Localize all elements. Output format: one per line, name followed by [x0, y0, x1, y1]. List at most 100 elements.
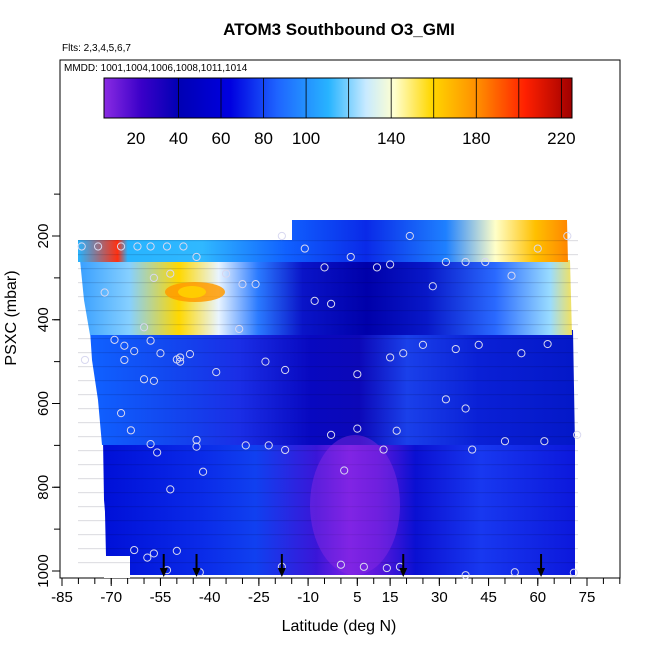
- profile-point: [80, 355, 90, 365]
- profile-arrow-head: [399, 568, 408, 577]
- profile-point: [149, 549, 158, 558]
- x-tick-label: -40: [199, 589, 221, 606]
- profile-point: [176, 353, 185, 362]
- x-tick-label: -10: [297, 589, 319, 606]
- heatmap-bands: [78, 240, 578, 564]
- profile-point: [461, 404, 470, 413]
- profile-point: [474, 340, 483, 349]
- profile-point: [310, 296, 319, 306]
- profile-point: [441, 395, 451, 404]
- profile-point: [100, 288, 109, 297]
- profile-point: [176, 357, 185, 366]
- profile-point: [130, 545, 139, 555]
- profile-point: [241, 441, 250, 450]
- profile-point: [146, 440, 155, 449]
- heatmap-band-line: [78, 506, 578, 508]
- heatmap-band-line: [78, 492, 578, 494]
- profile-point: [166, 485, 175, 494]
- heatmap-band-line: [78, 478, 578, 480]
- profile-point: [116, 409, 126, 418]
- y-tick-label: 800: [35, 475, 52, 500]
- profile-point: [372, 263, 382, 272]
- colorbar-tick-label: 140: [377, 129, 405, 148]
- profile-point: [139, 375, 149, 384]
- profile-point: [156, 349, 165, 358]
- heatmap-band-line: [78, 548, 578, 550]
- profile-point: [481, 257, 490, 267]
- profile-arrow-head: [277, 568, 286, 577]
- heatmap-band-line: [78, 240, 578, 242]
- profile-point: [353, 370, 362, 379]
- x-tick-label: 45: [480, 589, 497, 606]
- heatmap-upper: [80, 260, 572, 335]
- x-axis-title: Latitude (deg N): [282, 618, 397, 635]
- plot-frame: [59, 59, 621, 579]
- heatmap-band-line: [78, 534, 578, 536]
- profile-point: [162, 242, 172, 251]
- profile-point: [359, 562, 368, 571]
- profile-point: [441, 257, 451, 267]
- colorbar-tick-label: 220: [547, 129, 575, 148]
- heatmap-band-line: [78, 464, 578, 466]
- colorbar-labels: 20 40 60 80 100 140 180 220: [126, 129, 575, 148]
- profile-point: [451, 344, 460, 354]
- profile-point: [261, 357, 270, 366]
- x-tick-label: 60: [529, 589, 546, 606]
- profile-point: [110, 335, 119, 344]
- profile-arrow-head: [192, 568, 201, 577]
- y-axis: 200 400 600 800 1000: [35, 193, 60, 588]
- profile-point: [277, 231, 286, 241]
- profile-point: [563, 231, 572, 241]
- heatmap-mid: [90, 330, 575, 445]
- flights-subtitle: Flts: 2,3,4,5,6,7: [62, 43, 131, 54]
- heatmap-band-line: [78, 520, 578, 522]
- heatmap-band-line: [78, 296, 578, 298]
- profile-point: [428, 282, 437, 291]
- profile-point: [139, 323, 149, 332]
- profile-point: [149, 273, 158, 282]
- profile-point: [399, 349, 408, 358]
- profile-point: [320, 263, 329, 272]
- profile-point: [251, 280, 260, 289]
- profile-point: [405, 231, 414, 241]
- profile-point: [149, 376, 158, 385]
- x-tick-label: 30: [431, 589, 448, 606]
- y-tick-label: 200: [35, 223, 52, 248]
- x-axis: -85 -70 -55 -40 -25 -10 5 15 30 45 60 75: [51, 578, 621, 606]
- y-tick-label: 600: [35, 391, 52, 416]
- chart-title: ATOM3 Southbound O3_GMI: [223, 20, 455, 39]
- profile-point: [133, 242, 142, 251]
- heatmap-band-line: [78, 352, 578, 354]
- profile-point: [192, 442, 201, 451]
- profile-arrow-head: [537, 568, 546, 577]
- profile-point: [264, 441, 273, 450]
- profile-point: [120, 355, 129, 365]
- profile-point: [281, 445, 290, 455]
- heatmap-band-line: [78, 310, 578, 312]
- profile-point: [212, 367, 221, 377]
- profile-point: [172, 546, 181, 556]
- colorbar-tick-label: 100: [292, 129, 320, 148]
- x-tick-label: 15: [382, 589, 399, 606]
- heatmap-band-line: [78, 408, 578, 410]
- heatmap-band-line: [78, 562, 578, 564]
- profile-point: [235, 324, 244, 334]
- profile-arrow-head: [159, 568, 168, 577]
- profile-point: [153, 448, 162, 457]
- heatmap-field: [78, 220, 578, 578]
- profile-point: [569, 568, 578, 577]
- heatmap-band-line: [78, 380, 578, 382]
- profile-point: [126, 426, 136, 435]
- profile-point: [300, 244, 309, 253]
- heatmap-band-line: [78, 422, 578, 424]
- profile-point: [281, 365, 290, 375]
- heatmap-lower-full: [103, 440, 575, 560]
- profile-point: [418, 340, 428, 349]
- profile-point: [540, 437, 549, 446]
- profile-point: [543, 339, 552, 349]
- profile-point: [353, 424, 362, 433]
- profile-point: [468, 445, 477, 454]
- profile-point: [386, 353, 395, 362]
- profile-points: [77, 231, 582, 580]
